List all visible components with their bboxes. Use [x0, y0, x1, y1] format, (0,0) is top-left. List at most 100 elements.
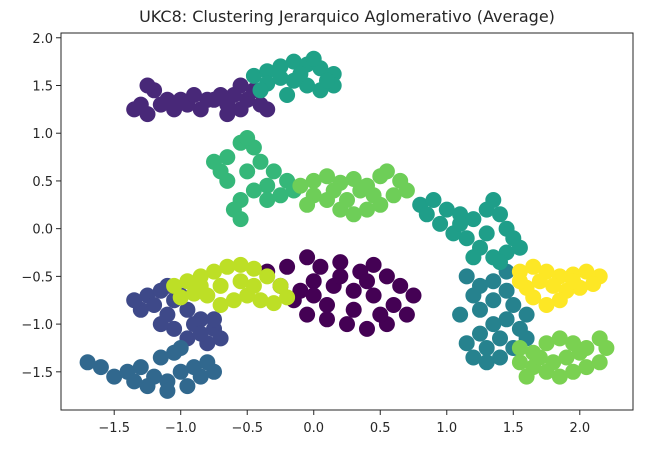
cluster-8-point-13 — [345, 206, 362, 223]
cluster-0-point-29 — [305, 287, 322, 304]
x-tick-label: 0.0 — [303, 421, 324, 436]
cluster-1-point-15 — [186, 87, 202, 103]
cluster-4-point-11 — [492, 349, 508, 366]
cluster-4-point-21 — [518, 306, 535, 323]
cluster-0-point-13 — [299, 306, 316, 323]
cluster-8-point-10 — [385, 187, 402, 204]
cluster-7-point-5 — [265, 163, 282, 180]
x-tick-label: −1.0 — [165, 421, 197, 436]
cluster-2-point-9 — [166, 320, 183, 337]
cluster-11-point-16 — [531, 273, 548, 290]
cluster-6-point-16 — [292, 66, 309, 82]
cluster-9-point-16 — [558, 349, 575, 366]
cluster-5-point-4 — [465, 211, 482, 228]
cluster-2-point-16 — [192, 325, 209, 342]
cluster-0-point-0 — [299, 249, 316, 266]
cluster-4 — [452, 263, 535, 371]
cluster-0-point-27 — [359, 273, 375, 290]
cluster-4-point-10 — [478, 354, 495, 371]
cluster-3-point-13 — [139, 378, 156, 395]
y-tick-label: 0.0 — [32, 223, 53, 238]
x-tick-label: 1.5 — [503, 421, 524, 436]
cluster-4-point-19 — [465, 287, 482, 304]
cluster-6-point-15 — [319, 72, 335, 89]
cluster-11-point-5 — [578, 263, 595, 280]
cluster-0-point-28 — [372, 306, 389, 323]
cluster-3-point-17 — [172, 340, 189, 356]
cluster-8-point-18 — [365, 187, 382, 204]
cluster-9-point-18 — [531, 349, 548, 366]
cluster-4-point-18 — [485, 292, 502, 309]
x-tick-label: 2.0 — [569, 421, 590, 436]
cluster-3-point-1 — [92, 359, 109, 376]
cluster-1 — [126, 77, 276, 123]
cluster-7-point-15 — [212, 163, 229, 180]
cluster-6-point-2 — [272, 58, 289, 75]
cluster-2-point-3 — [179, 301, 196, 318]
cluster-1-point-17 — [159, 91, 176, 108]
cluster-10-point-11 — [252, 292, 269, 309]
cluster-7-point-18 — [239, 130, 256, 146]
cluster-4-point-17 — [472, 301, 488, 318]
cluster-8-point-1 — [305, 172, 322, 189]
cluster-4-point-3 — [498, 282, 515, 299]
cluster-4-point-6 — [485, 316, 502, 333]
cluster-9-point-19 — [545, 354, 562, 371]
cluster-11-point-15 — [545, 277, 562, 294]
cluster-3-point-18 — [192, 368, 209, 385]
cluster-8-point-12 — [359, 201, 375, 218]
cluster-11-point-7 — [585, 276, 602, 292]
cluster-3-point-16 — [126, 373, 143, 390]
cluster-9-point-0 — [511, 340, 528, 356]
cluster-9-point-9 — [578, 359, 595, 376]
y-axis: −1.5 −1.0 −0.5 0.0 0.5 1.0 1.5 2.0 — [21, 32, 61, 381]
cluster-9-point-2 — [538, 335, 555, 352]
cluster-0-point-4 — [365, 256, 382, 273]
cluster-4-point-2 — [485, 273, 502, 290]
cluster-6-point-17 — [305, 50, 322, 67]
y-tick-label: −1.5 — [21, 366, 53, 381]
cluster-3-point-7 — [172, 363, 189, 380]
x-tick-label: −1.5 — [98, 421, 130, 436]
cluster-5-point-18 — [465, 249, 482, 266]
cluster-5-point-16 — [418, 206, 435, 223]
cluster-5-point-1 — [425, 192, 442, 208]
cluster-5-point-20 — [492, 254, 508, 271]
cluster-9-point-8 — [591, 354, 608, 371]
cluster-9-point-17 — [571, 344, 588, 361]
cluster-4-point-14 — [511, 320, 528, 337]
cluster-1-point-12 — [225, 87, 242, 103]
cluster-9-point-15 — [518, 368, 535, 385]
cluster-4-point-15 — [492, 330, 508, 347]
cluster-8-point-19 — [339, 192, 355, 208]
cluster-7-point-4 — [252, 153, 269, 170]
cluster-9-point-10 — [565, 363, 582, 380]
cluster-1-point-16 — [172, 91, 189, 108]
cluster-11-point-17 — [565, 273, 582, 290]
y-tick-label: 2.0 — [32, 32, 53, 47]
cluster-3-point-15 — [179, 378, 196, 395]
cluster-11 — [511, 258, 608, 313]
cluster-7-point-16 — [239, 163, 256, 180]
cluster-2-point-6 — [212, 330, 229, 347]
cluster-5-point-13 — [458, 230, 475, 247]
cluster-9-point-3 — [551, 330, 568, 347]
cluster-3-point-12 — [152, 349, 169, 366]
cluster-3-point-4 — [132, 359, 149, 376]
cluster-7-point-9 — [259, 177, 276, 194]
cluster-5-point-7 — [492, 206, 508, 223]
cluster-2-point-14 — [159, 306, 176, 323]
cluster-10-point-18 — [232, 273, 249, 290]
cluster-0-point-21 — [365, 287, 382, 304]
cluster-10-point-6 — [245, 260, 262, 277]
cluster-5-point-21 — [511, 239, 528, 256]
cluster-0-point-23 — [345, 301, 362, 318]
cluster-10-point-3 — [206, 263, 222, 280]
cluster-3-point-2 — [106, 368, 123, 385]
cluster-3 — [79, 340, 222, 399]
cluster-4-point-5 — [498, 311, 515, 328]
cluster-7-point-13 — [232, 211, 249, 228]
cluster-6-point-0 — [245, 67, 262, 84]
cluster-6-point-14 — [279, 87, 296, 103]
cluster-0-point-18 — [305, 273, 322, 290]
